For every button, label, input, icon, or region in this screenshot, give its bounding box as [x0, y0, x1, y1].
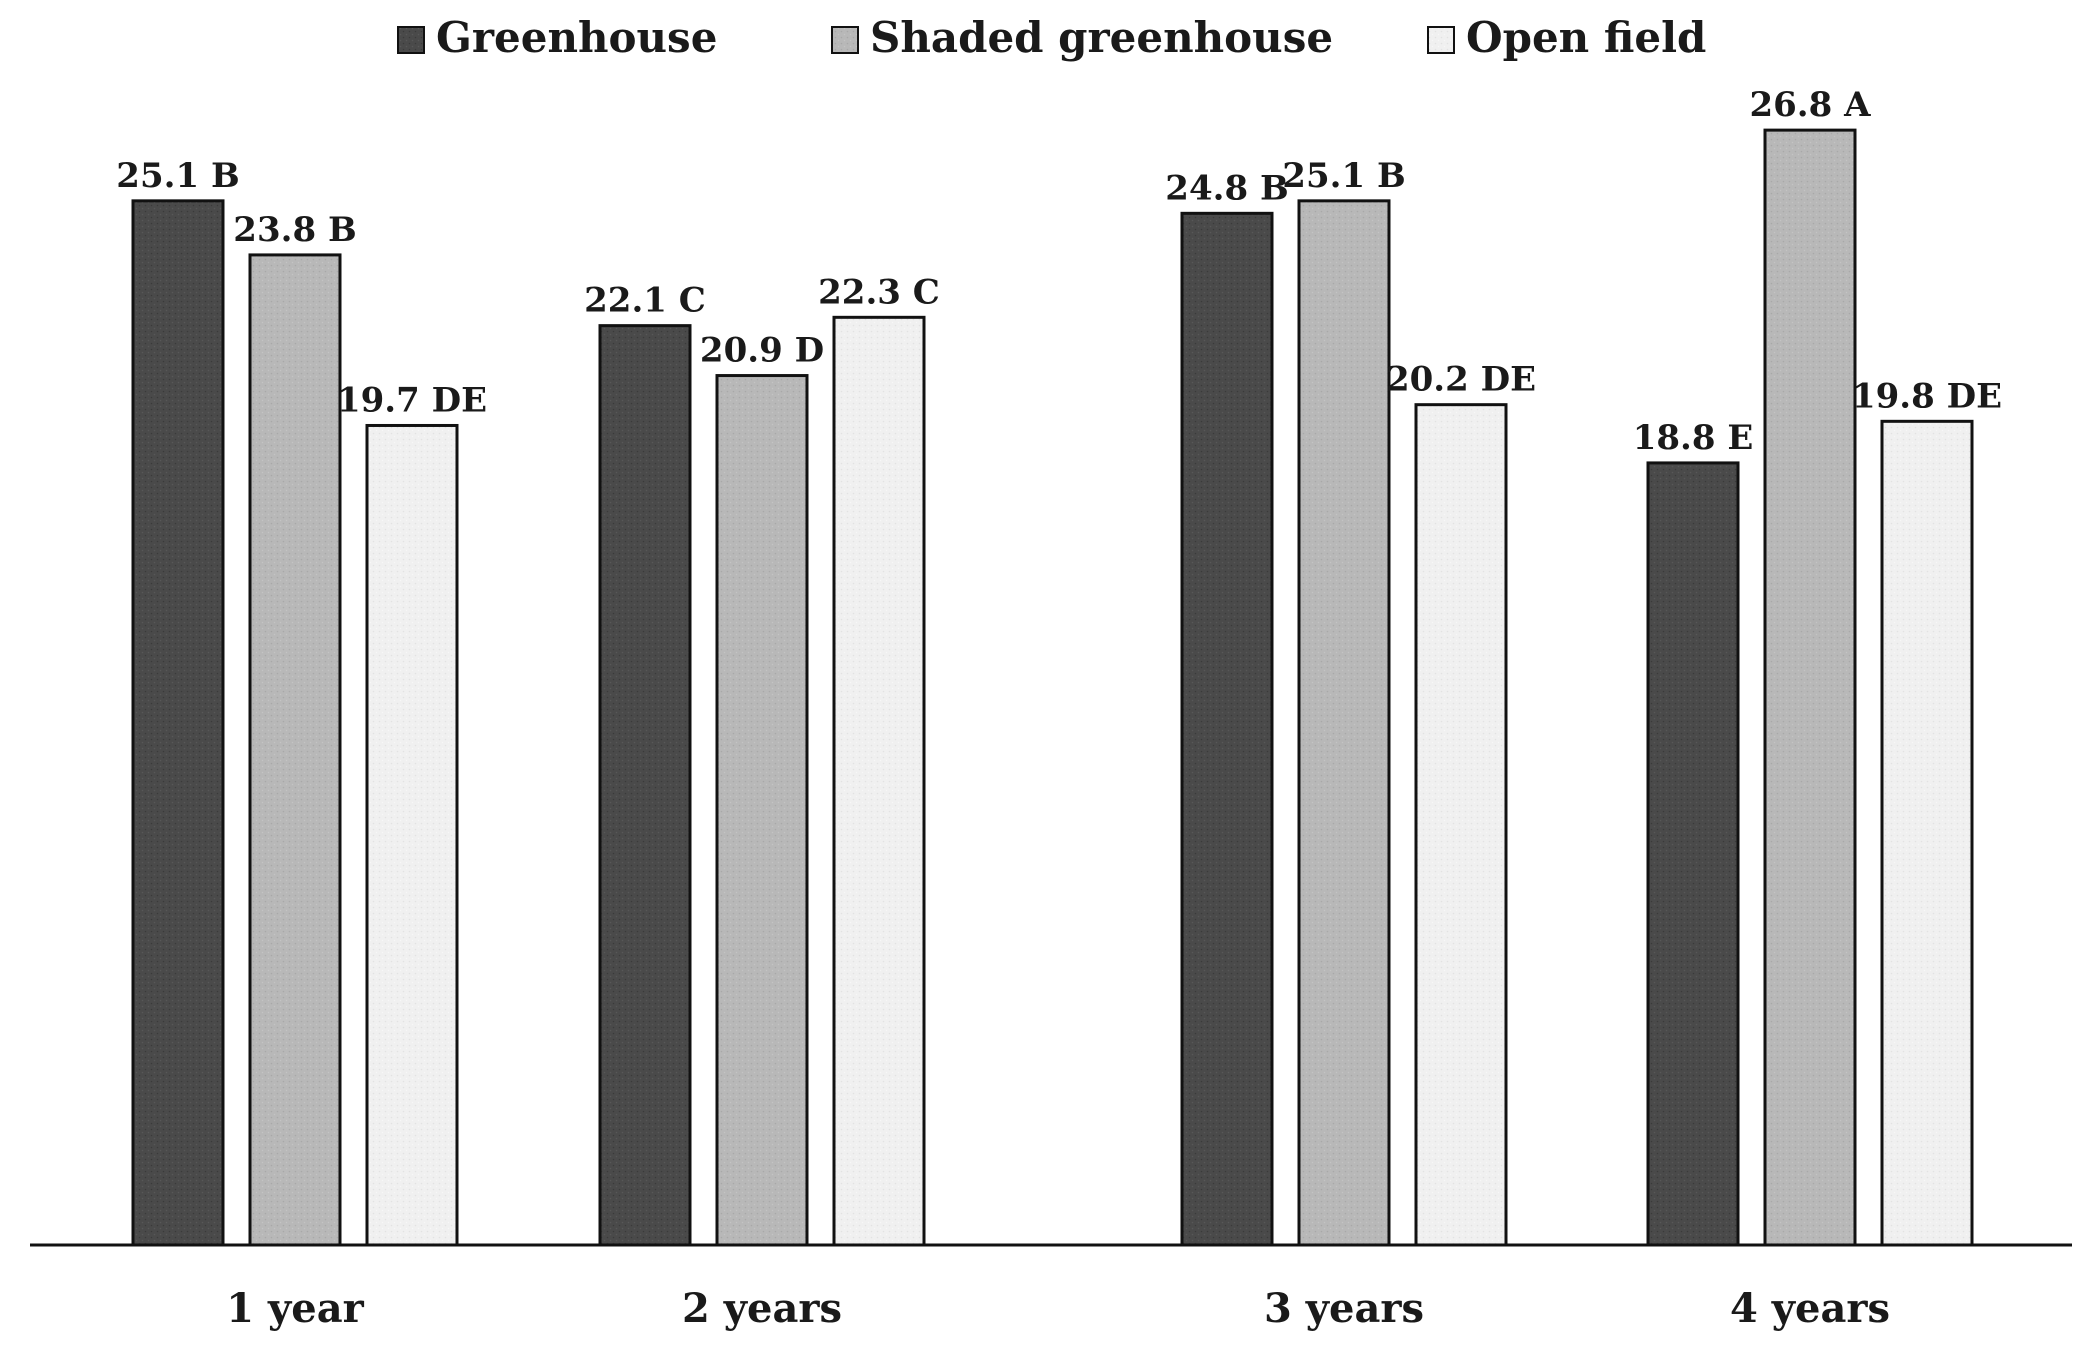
data-label-open-field-4-years: 19.8 DE — [1852, 376, 2002, 416]
x-axis: 1 year 2 years 3 years 4 years — [30, 1243, 2072, 1332]
bar-open-field-1-year — [365, 423, 459, 1247]
data-labels: 25.1 B 23.8 B 19.7 DE 22.1 C 20.9 D 22.3 C 24.… — [116, 85, 2002, 458]
legend-swatch-greenhouse — [397, 26, 425, 54]
x-tick-label-4-years: 4 years — [1730, 1285, 1890, 1332]
data-label-greenhouse-4-years: 18.8 E — [1633, 418, 1754, 458]
bars — [131, 128, 1974, 1247]
data-label-open-field-2-years: 22.3 C — [818, 272, 940, 312]
legend: Greenhouse Shaded greenhouse Open field — [397, 13, 1706, 62]
bar-open-field-4-years — [1880, 419, 1974, 1247]
data-label-shaded-greenhouse-3-years: 25.1 B — [1282, 156, 1405, 196]
data-label-shaded-greenhouse-2-years: 20.9 D — [700, 331, 824, 371]
bar-greenhouse-3-years — [1180, 211, 1274, 1247]
data-label-open-field-3-years: 20.2 DE — [1386, 360, 1536, 400]
bar-shaded-greenhouse-3-years — [1297, 199, 1391, 1247]
x-tick-label-2-years: 2 years — [682, 1285, 842, 1332]
data-label-greenhouse-1-year: 25.1 B — [116, 156, 239, 196]
x-tick-label-1-year: 1 year — [226, 1285, 364, 1332]
legend-swatch-open-field — [1427, 26, 1455, 54]
data-label-shaded-greenhouse-1-year: 23.8 B — [233, 210, 356, 250]
bar-shaded-greenhouse-1-year — [248, 253, 342, 1247]
x-tick-label-3-years: 3 years — [1264, 1285, 1424, 1332]
data-label-greenhouse-3-years: 24.8 B — [1165, 168, 1288, 208]
bar-shaded-greenhouse-2-years — [715, 374, 809, 1247]
bar-open-field-3-years — [1414, 403, 1508, 1247]
legend-label-shaded-greenhouse: Shaded greenhouse — [870, 13, 1333, 62]
bar-greenhouse-2-years — [598, 324, 692, 1247]
data-label-open-field-1-year: 19.7 DE — [337, 380, 487, 420]
legend-swatch-shaded-greenhouse — [831, 26, 859, 54]
data-label-shaded-greenhouse-4-years: 26.8 A — [1749, 85, 1871, 125]
bar-greenhouse-4-years — [1646, 461, 1740, 1247]
data-label-greenhouse-2-years: 22.1 C — [584, 281, 706, 321]
bar-open-field-2-years — [832, 315, 926, 1247]
bar-greenhouse-1-year — [131, 199, 225, 1247]
bar-shaded-greenhouse-4-years — [1763, 128, 1857, 1247]
legend-label-open-field: Open field — [1466, 13, 1706, 62]
legend-label-greenhouse: Greenhouse — [436, 13, 717, 62]
